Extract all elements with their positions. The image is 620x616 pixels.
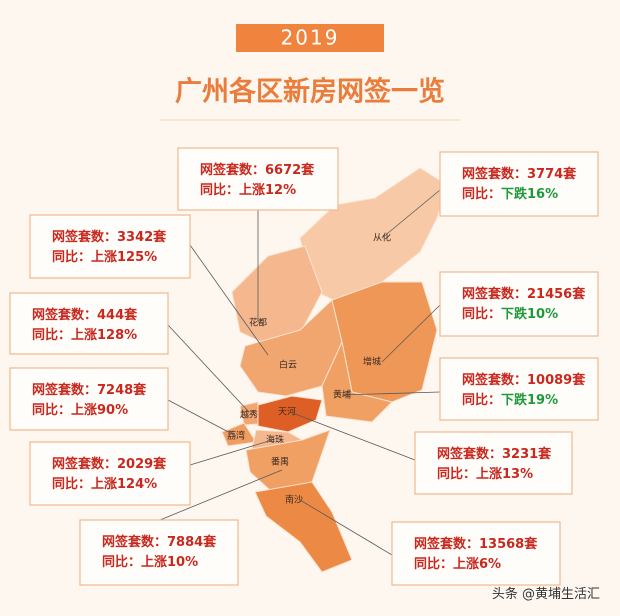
district-label: 海珠 [266, 434, 284, 446]
yoy-prefix: 同比： [32, 327, 71, 343]
callout-yoy: 同比：上涨13% [437, 466, 533, 482]
callout-box [29, 214, 191, 279]
footer: 头条 @黄埔生活汇 [492, 586, 600, 602]
callout-box [29, 441, 191, 506]
yoy-value: 上涨128% [71, 328, 137, 343]
callout-box [177, 147, 339, 211]
district-label: 越秀 [240, 409, 258, 421]
yoy-prefix: 同比： [462, 392, 501, 408]
callout-yoy: 同比：上涨125% [52, 249, 157, 265]
yoy-value: 上涨124% [91, 477, 157, 492]
yoy-value: 上涨125% [91, 250, 157, 265]
callout-yoy: 同比：下跌19% [462, 392, 558, 408]
callout-box [439, 357, 599, 421]
leader-line [167, 324, 250, 413]
yoy-prefix: 同比： [32, 402, 71, 418]
callout-yoy: 同比：上涨124% [52, 476, 157, 492]
callout-yoy: 同比：上涨90% [32, 402, 128, 418]
district-label: 天河 [278, 406, 296, 418]
leader-line [381, 304, 441, 363]
callout-box [391, 521, 561, 586]
callout-count: 网签套数：444套 [32, 307, 138, 323]
callout-box [79, 519, 239, 586]
callout-count: 网签套数：10089套 [462, 372, 586, 388]
callout-yoy: 同比：下跌16% [462, 186, 558, 202]
yoy-prefix: 同比： [462, 186, 501, 202]
year: 2019 [281, 26, 340, 50]
callout-count: 网签套数：3342套 [52, 229, 167, 245]
yoy-prefix: 同比： [414, 556, 453, 572]
yoy-prefix: 同比： [200, 182, 239, 198]
leader-line [289, 411, 416, 461]
yoy-prefix: 同比： [52, 249, 91, 265]
yoy-value: 下跌16% [501, 186, 558, 202]
district-label: 白云 [279, 359, 297, 371]
district-label: 增城 [363, 356, 381, 368]
callout-yoy: 同比：下跌10% [462, 306, 558, 322]
yoy-value: 下跌10% [501, 306, 558, 322]
district [321, 340, 393, 423]
callout-count: 网签套数：3774套 [462, 166, 577, 182]
leader-line [189, 244, 269, 356]
callout-count: 网签套数：13568套 [414, 536, 538, 552]
yoy-prefix: 同比： [102, 554, 141, 570]
callout-box [9, 367, 169, 431]
callout-count: 网签套数：7248套 [32, 382, 147, 398]
callout-yoy: 同比：上涨6% [414, 556, 501, 572]
yoy-value: 上涨13% [476, 467, 533, 482]
yoy-value: 上涨12% [239, 183, 296, 198]
yoy-value: 下跌19% [501, 392, 558, 408]
callouts: 网签套数：6672套同比：上涨12%网签套数：3774套同比：下跌16%网签套数… [9, 147, 599, 586]
callout-box [9, 292, 169, 355]
leader-line [381, 189, 441, 239]
leader-line [299, 499, 393, 556]
callout-count: 网签套数：2029套 [52, 456, 167, 472]
callout-count: 网签套数：21456套 [462, 286, 586, 302]
district-label: 黄埔 [333, 389, 351, 401]
yoy-value: 上涨6% [453, 557, 501, 572]
district-label: 南沙 [285, 494, 303, 506]
callout-box [439, 271, 599, 337]
yoy-prefix: 同比： [52, 476, 91, 492]
leader-line [341, 391, 441, 396]
leader-line [189, 439, 273, 466]
year-banner [236, 24, 384, 52]
district-label: 荔湾 [227, 430, 245, 442]
district [299, 167, 448, 303]
yoy-prefix: 同比： [462, 306, 501, 322]
yoy-prefix: 同比： [437, 466, 476, 482]
leader-lines [159, 148, 441, 556]
district-label: 番禺 [271, 456, 289, 468]
callout-count: 网签套数：3231套 [437, 446, 552, 462]
district [254, 481, 353, 573]
yoy-value: 上涨10% [141, 555, 198, 570]
leader-line [159, 469, 283, 521]
callout-count: 网签套数：7884套 [102, 534, 217, 550]
title: 广州各区新房网签一览 [175, 76, 445, 108]
callout-yoy: 同比：上涨128% [32, 327, 137, 343]
callout-yoy: 同比：上涨10% [102, 554, 198, 570]
callout-count: 网签套数：6672套 [200, 162, 315, 178]
leader-line [167, 399, 237, 437]
callout-box [439, 151, 599, 217]
callout-yoy: 同比：上涨12% [200, 182, 296, 198]
district [231, 245, 323, 347]
callout-box [414, 431, 573, 495]
district-label: 花都 [249, 317, 267, 329]
district [257, 395, 323, 433]
yoy-value: 上涨90% [71, 403, 128, 418]
